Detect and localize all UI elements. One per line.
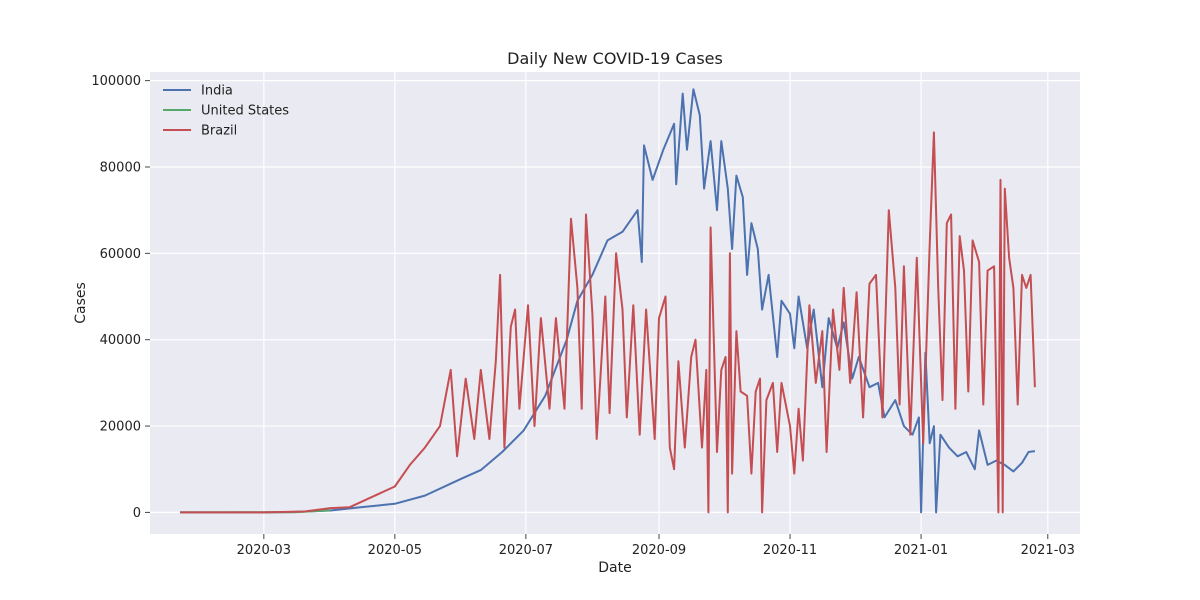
series-lines bbox=[180, 88, 1036, 514]
legend-label-united-states: United States bbox=[201, 104, 289, 119]
x-axis-title: Date bbox=[598, 560, 631, 576]
legend-label-india: India bbox=[201, 84, 233, 99]
x-tick-label: 2020-07 bbox=[499, 543, 553, 558]
legend: India United States Brazil bbox=[163, 84, 289, 139]
legend-label-brazil: Brazil bbox=[201, 124, 237, 139]
x-tick-label: 2021-03 bbox=[1021, 543, 1075, 558]
x-tick-label: 2021-01 bbox=[894, 543, 948, 558]
y-tick-label: 100000 bbox=[91, 74, 141, 89]
y-axis-ticks: 0 20000 40000 60000 80000 100000 bbox=[91, 74, 150, 521]
series-line-brazil bbox=[180, 131, 1036, 514]
y-axis-title: Cases bbox=[73, 282, 89, 324]
y-tick-label: 40000 bbox=[100, 333, 141, 348]
x-tick-label: 2020-03 bbox=[237, 543, 291, 558]
x-axis-ticks: 2020-03 2020-05 2020-07 2020-09 2020-11 2021-… bbox=[237, 534, 1075, 558]
y-tick-label: 80000 bbox=[100, 160, 141, 175]
x-tick-label: 2020-05 bbox=[368, 543, 422, 558]
y-tick-label: 0 bbox=[133, 506, 141, 521]
x-tick-label: 2020-11 bbox=[763, 543, 817, 558]
x-tick-label: 2020-09 bbox=[632, 543, 686, 558]
y-tick-label: 20000 bbox=[100, 420, 141, 435]
chart-title: Daily New COVID-19 Cases bbox=[507, 49, 723, 68]
y-tick-label: 60000 bbox=[100, 247, 141, 262]
